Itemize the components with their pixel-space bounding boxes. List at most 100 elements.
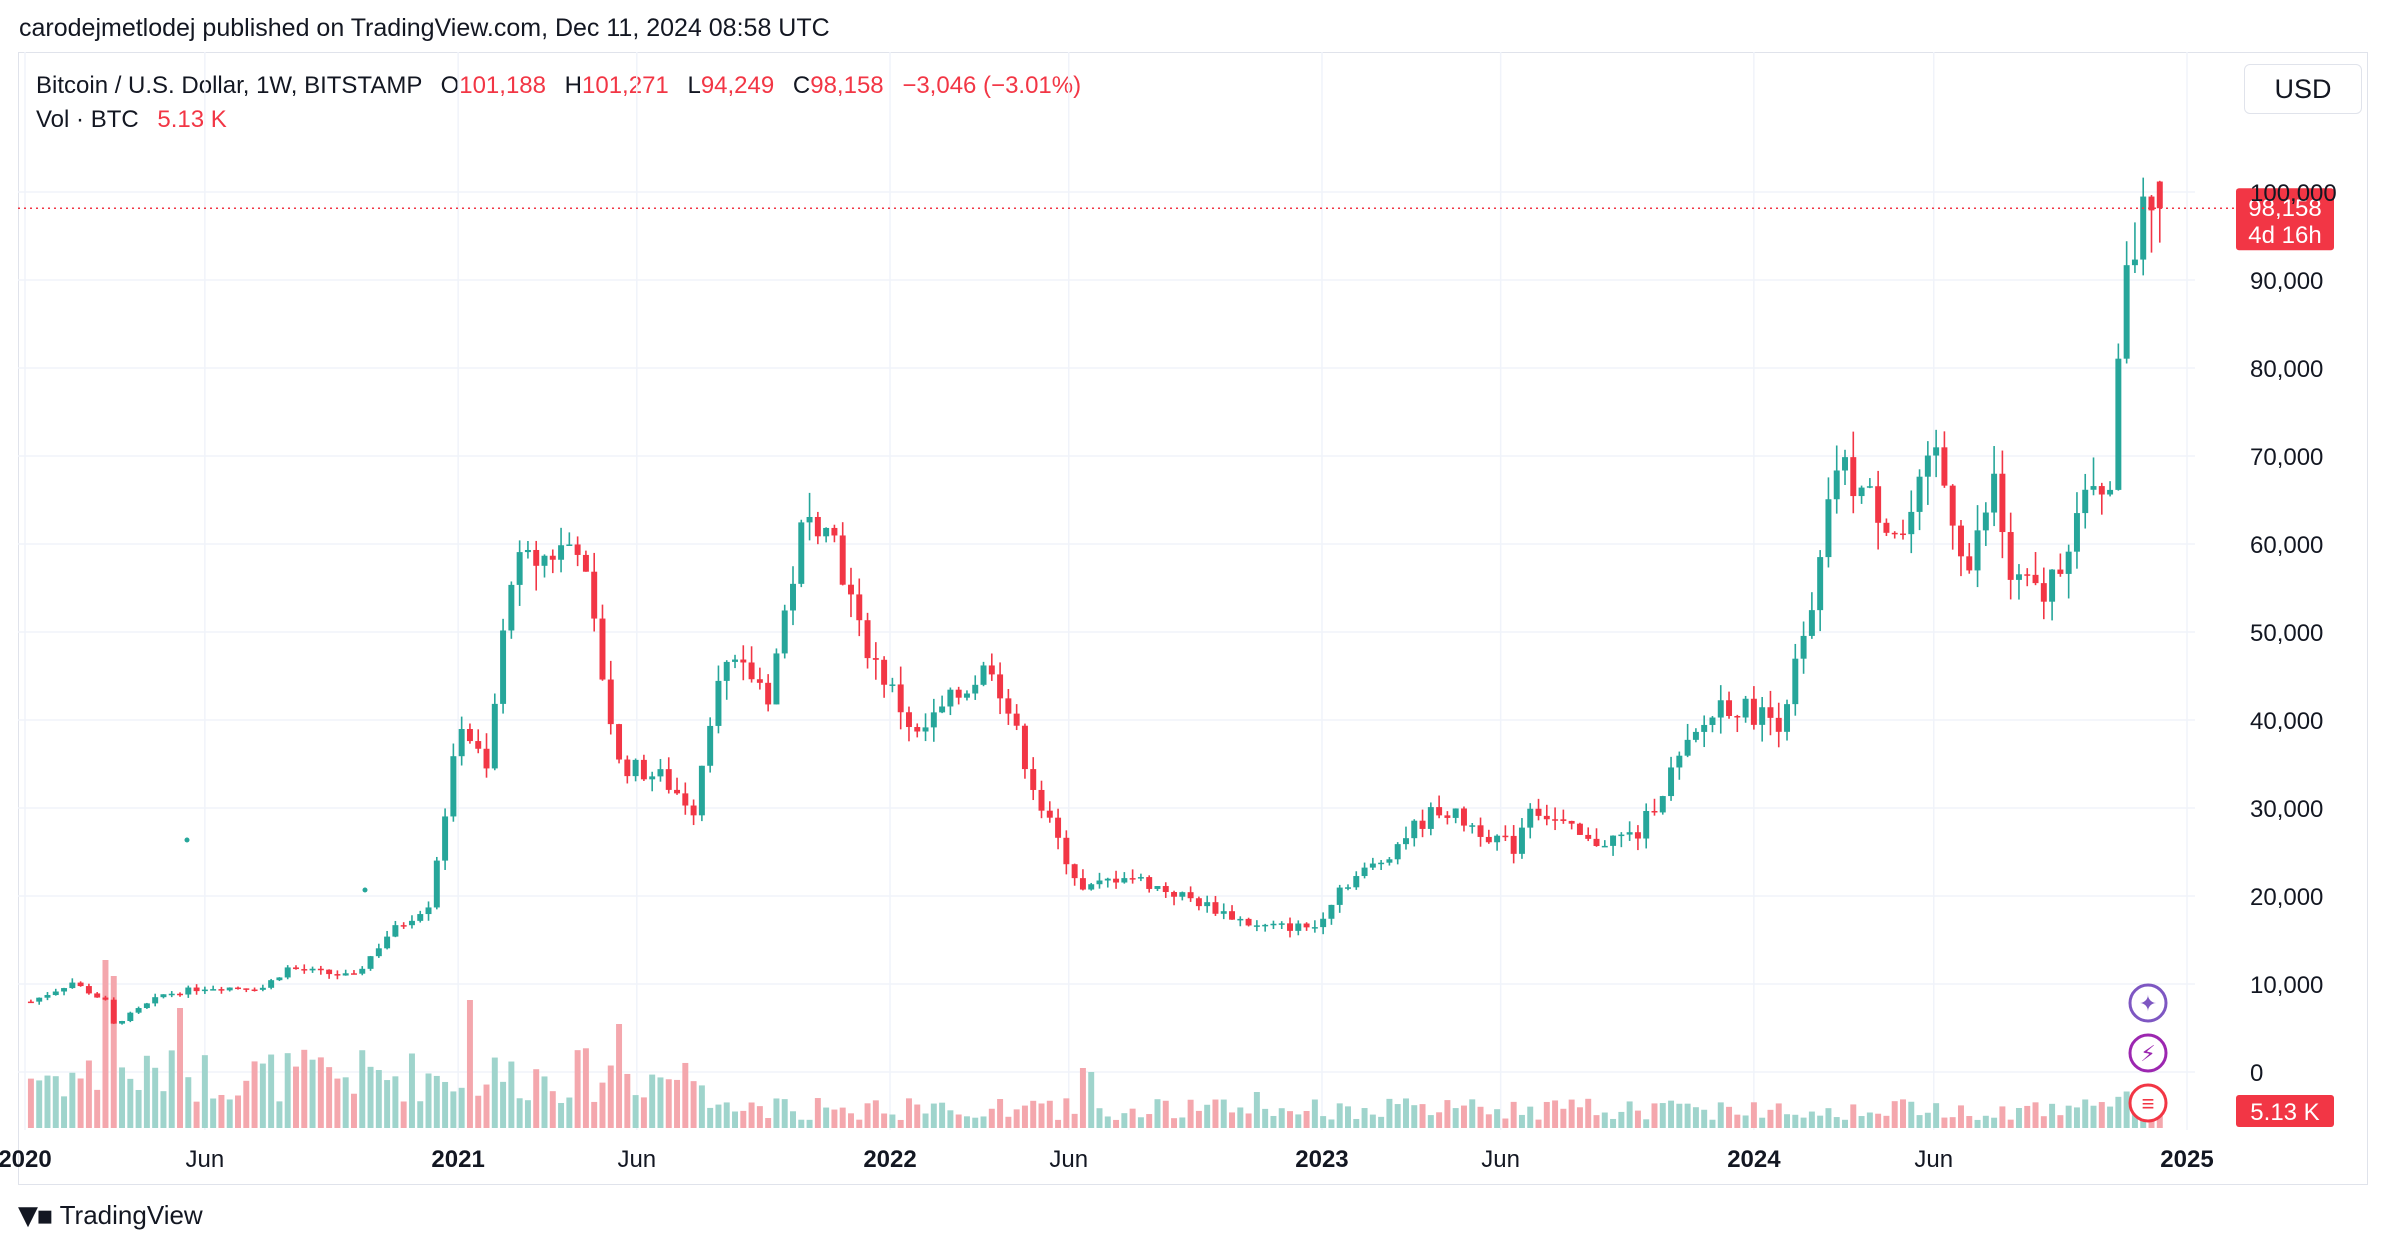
volume-bar [1195,1110,1202,1128]
volume-bar [1966,1116,1973,1128]
volume-bar [1320,1116,1327,1128]
volume-bar [185,1077,192,1128]
volume-bar [1030,1100,1037,1128]
ideas-icon[interactable]: ✦ [2128,983,2168,1023]
candle-body [872,658,879,660]
volume-bar [823,1107,830,1128]
symbol-name: Bitcoin / U.S. Dollar, 1W, BITSTAMP [36,72,422,99]
candle-body [955,689,962,698]
volume-bar [1717,1102,1724,1128]
volume-bar [649,1074,656,1128]
candle-body [1643,810,1650,839]
candle-body [1668,767,1675,797]
candle-body [806,516,813,523]
volume-bar [442,1081,449,1128]
candle-body [1817,557,1824,611]
volume-bar [616,1024,623,1128]
x-tick-label: Jun [186,1146,225,1173]
candle-body [1055,817,1062,838]
candle-body [533,549,540,566]
candle-body [135,1008,142,1013]
marker-dot [362,887,368,893]
volume-bar [350,1093,357,1128]
volume-bar [781,1099,788,1128]
candle-body [243,988,250,990]
candle-body [1427,807,1434,829]
volume-bar [309,1059,316,1128]
volume-bar [1328,1119,1335,1128]
volume-bar [947,1110,954,1128]
candle-body [1154,886,1161,889]
volume-bar [1643,1119,1650,1128]
chart-frame[interactable] [18,52,2368,1185]
marker-dot [184,837,190,843]
candle-body [790,583,796,611]
candle-body [1610,835,1617,846]
candle-body [922,727,929,732]
tradingview-logo[interactable]: ▼▪ TradingView [18,1200,203,1231]
candle-body [1369,863,1376,868]
candle-body [988,665,995,675]
candle-body [1460,808,1467,826]
candle-body [210,989,217,991]
volume-bar [491,1057,498,1128]
candle-body [1676,755,1683,768]
candle-body [1974,530,1981,571]
candle-body [1345,887,1351,889]
candle-body [1270,923,1277,926]
bar-countdown-text: 4d 16h [2248,222,2321,249]
symbol-legend[interactable]: Bitcoin / U.S. Dollar, 1W, BITSTAMP O101… [36,72,1081,100]
currency-button[interactable]: USD [2244,64,2362,114]
volume-bar [119,1067,126,1128]
volume-bar [2065,1105,2072,1128]
candle-body [1386,859,1393,863]
volume-bar [1436,1112,1443,1128]
volume-bar [1187,1099,1194,1128]
volume-bar [972,1117,979,1128]
candle-body [839,535,846,585]
volume-bar [1369,1114,1376,1128]
candle-body [61,988,68,992]
volume-bar [284,1053,291,1128]
candle-body [665,769,672,790]
volume-bar [1726,1106,1733,1128]
volume-badge [2236,1095,2334,1127]
volume-bar [1900,1099,1906,1128]
volume-bar [1287,1111,1293,1128]
economic-calendar-icon[interactable]: ≡ [2128,1083,2168,1123]
volume-bar [1154,1099,1161,1128]
volume-legend[interactable]: Vol · BTC 5.13 K [36,106,227,134]
volume-bar [922,1113,929,1128]
volume-bar [1212,1099,1219,1128]
volume-bar [85,1060,92,1128]
volume-bar [1278,1108,1285,1128]
candle-body [2156,181,2163,209]
candle-body [549,555,556,560]
volume-bar [1817,1115,1824,1128]
candle-body [218,989,225,991]
volume-bar [1253,1092,1260,1128]
volume-bar [1535,1119,1542,1128]
candle-body [77,982,84,987]
candle-body [1709,717,1716,725]
volume-bar [1941,1117,1948,1128]
candle-body [442,816,449,861]
candle-body [748,662,755,680]
candle-body [367,956,374,969]
volume-bar [1411,1105,1418,1128]
candle-body [914,727,921,732]
candle-body [1402,838,1409,845]
volume-bar [301,1049,308,1128]
volume-bar [326,1067,333,1128]
volume-bar [1593,1115,1600,1128]
volume-bar [259,1063,266,1128]
volume-bar [566,1097,573,1128]
volume-bar [715,1104,722,1128]
events-icon[interactable]: ⚡ [2128,1033,2168,1073]
candle-body [1982,512,1989,531]
candle-body [491,703,498,769]
volume-bar [69,1072,76,1128]
candle-body [1063,837,1070,865]
candle-body [1767,707,1774,718]
